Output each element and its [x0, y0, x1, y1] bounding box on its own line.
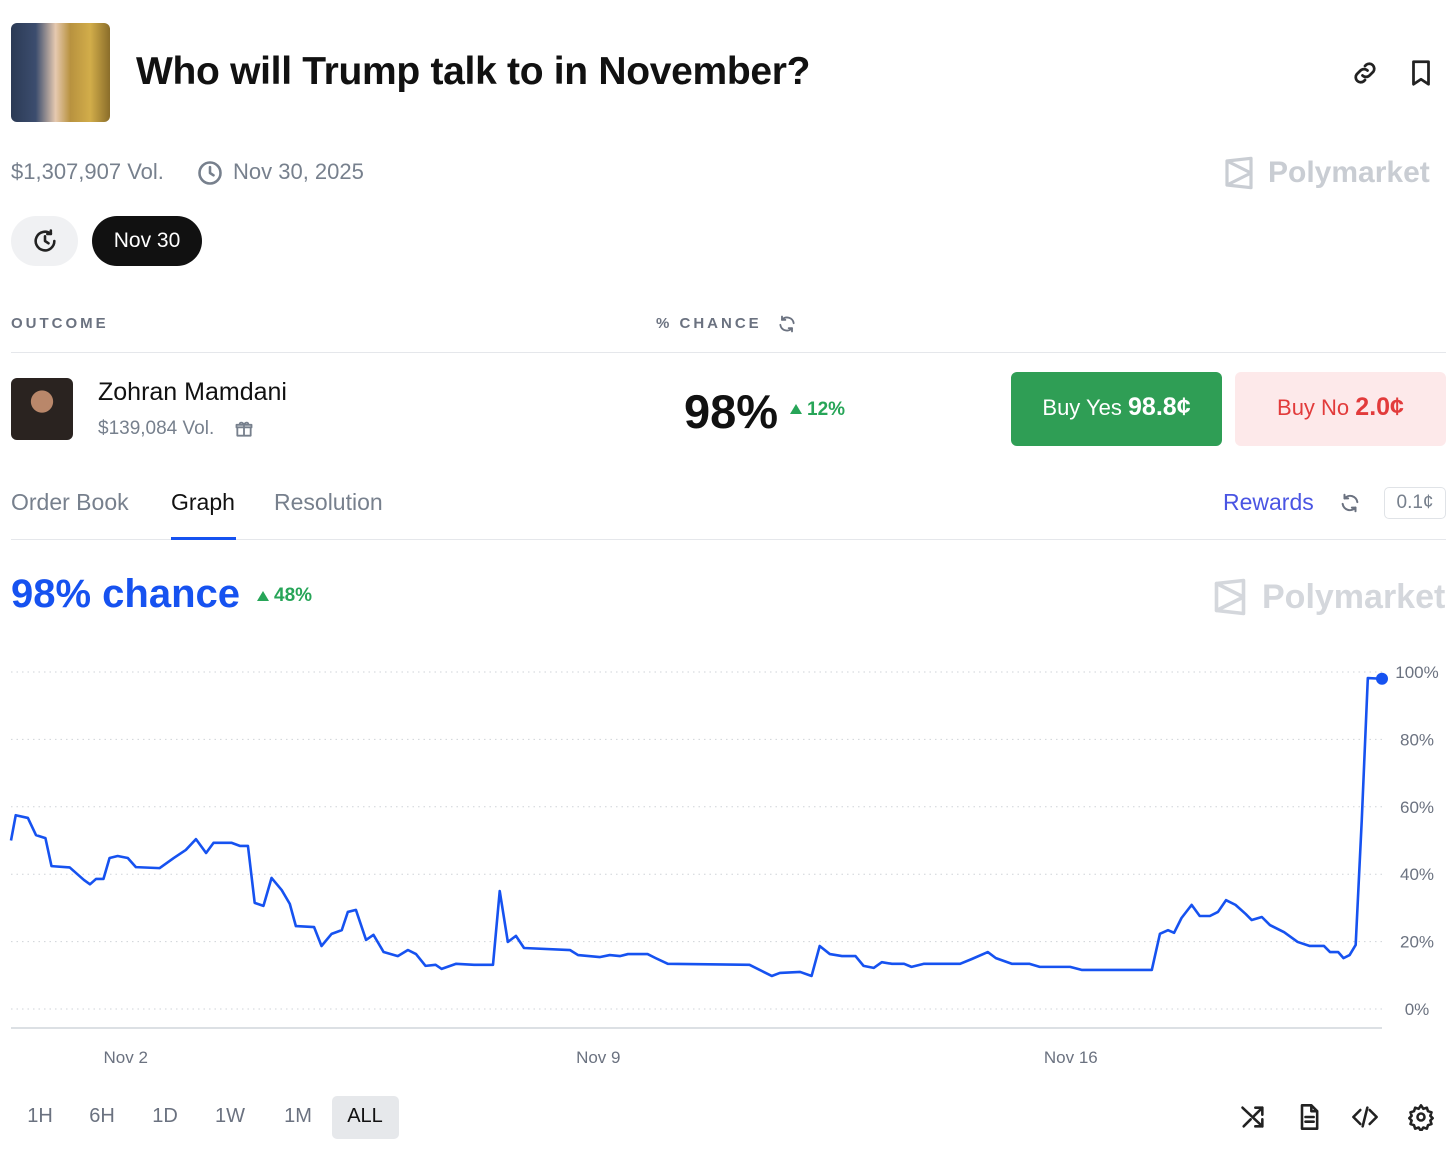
chart-watermark: Polymarket [1262, 578, 1446, 616]
range-button[interactable]: 1W [215, 1105, 245, 1127]
rewards-link[interactable]: Rewards [1223, 489, 1314, 515]
column-header: OUTCOME [11, 315, 109, 332]
market-title: Who will Trump talk to in November? [136, 50, 811, 93]
embed-icon[interactable] [1351, 1103, 1379, 1131]
refresh-icon[interactable] [777, 314, 797, 334]
buy-yes-button[interactable] [1011, 372, 1222, 446]
date-pill[interactable] [92, 216, 202, 266]
bookmark-icon[interactable] [1406, 58, 1436, 88]
shuffle-icon[interactable] [1239, 1103, 1267, 1131]
spread-box [1384, 487, 1446, 519]
tab[interactable]: Order Book [11, 489, 129, 515]
market-image [11, 23, 110, 122]
range-button[interactable]: 1D [152, 1105, 178, 1127]
outcome-name: Zohran Mamdani [98, 378, 287, 406]
divider [11, 539, 1446, 540]
brand-logo [1225, 156, 1253, 190]
brand-name: Polymarket [1268, 156, 1430, 189]
buy-yes-text: Buy Yes [1042, 395, 1122, 420]
x-tick-label: Nov 2 [104, 1048, 148, 1067]
no-price: 2.0¢ [1355, 393, 1404, 421]
tab[interactable]: Resolution [274, 489, 383, 515]
y-tick-label: 40% [1400, 865, 1434, 884]
end-date: Nov 30, 2025 [233, 159, 364, 184]
tab-underline [171, 537, 236, 540]
y-tick-label: 20% [1400, 933, 1434, 952]
tab-active[interactable]: Graph [171, 489, 235, 515]
last-point [1376, 672, 1388, 685]
range-button[interactable]: 1M [284, 1105, 312, 1127]
document-icon[interactable] [1295, 1103, 1323, 1131]
up-arrow [257, 591, 269, 601]
y-tick-label: 0% [1405, 1000, 1430, 1019]
buy-no-label: Buy No 2.0¢ [1235, 393, 1446, 422]
range-button[interactable]: 1H [27, 1105, 53, 1127]
yes-price: 98.8¢ [1128, 393, 1191, 421]
link-icon[interactable] [1350, 58, 1380, 88]
clock-icon [198, 161, 222, 185]
column-header: % CHANCE [656, 315, 762, 332]
buy-no-text: Buy No [1277, 395, 1350, 420]
up-arrow [790, 404, 802, 414]
x-tick-label: Nov 16 [1044, 1048, 1098, 1067]
range-button[interactable]: ALL [347, 1105, 383, 1127]
outcome-volume: $139,084 Vol. [98, 418, 215, 439]
range-button[interactable]: 6H [89, 1105, 115, 1127]
x-tick-label: Nov 9 [576, 1048, 620, 1067]
buy-yes-label: Buy Yes 98.8¢ [1011, 393, 1222, 422]
refresh-icon[interactable] [1339, 492, 1361, 514]
history-icon [34, 229, 56, 252]
y-tick-label: 100% [1395, 663, 1438, 682]
gift-icon [235, 421, 253, 437]
y-tick-label: 60% [1400, 798, 1434, 817]
brand-logo [1214, 578, 1246, 616]
outcome-chance: 98% [684, 385, 779, 438]
range-active-bg [332, 1096, 399, 1139]
chart-change: 48% [274, 585, 313, 606]
outcome-change: 12% [807, 399, 846, 420]
settings-icon[interactable] [1407, 1103, 1435, 1131]
buy-no-button[interactable] [1235, 372, 1446, 446]
y-tick-label: 80% [1400, 730, 1434, 749]
spread-value: 0.1¢ [1396, 492, 1434, 513]
price-line [9, 676, 1383, 978]
divider [11, 352, 1446, 353]
outcome-avatar [11, 378, 73, 440]
date-pill-label: Nov 30 [113, 229, 181, 252]
market-volume: $1,307,907 Vol. [11, 159, 164, 184]
chart-title: 98% chance [11, 572, 241, 616]
